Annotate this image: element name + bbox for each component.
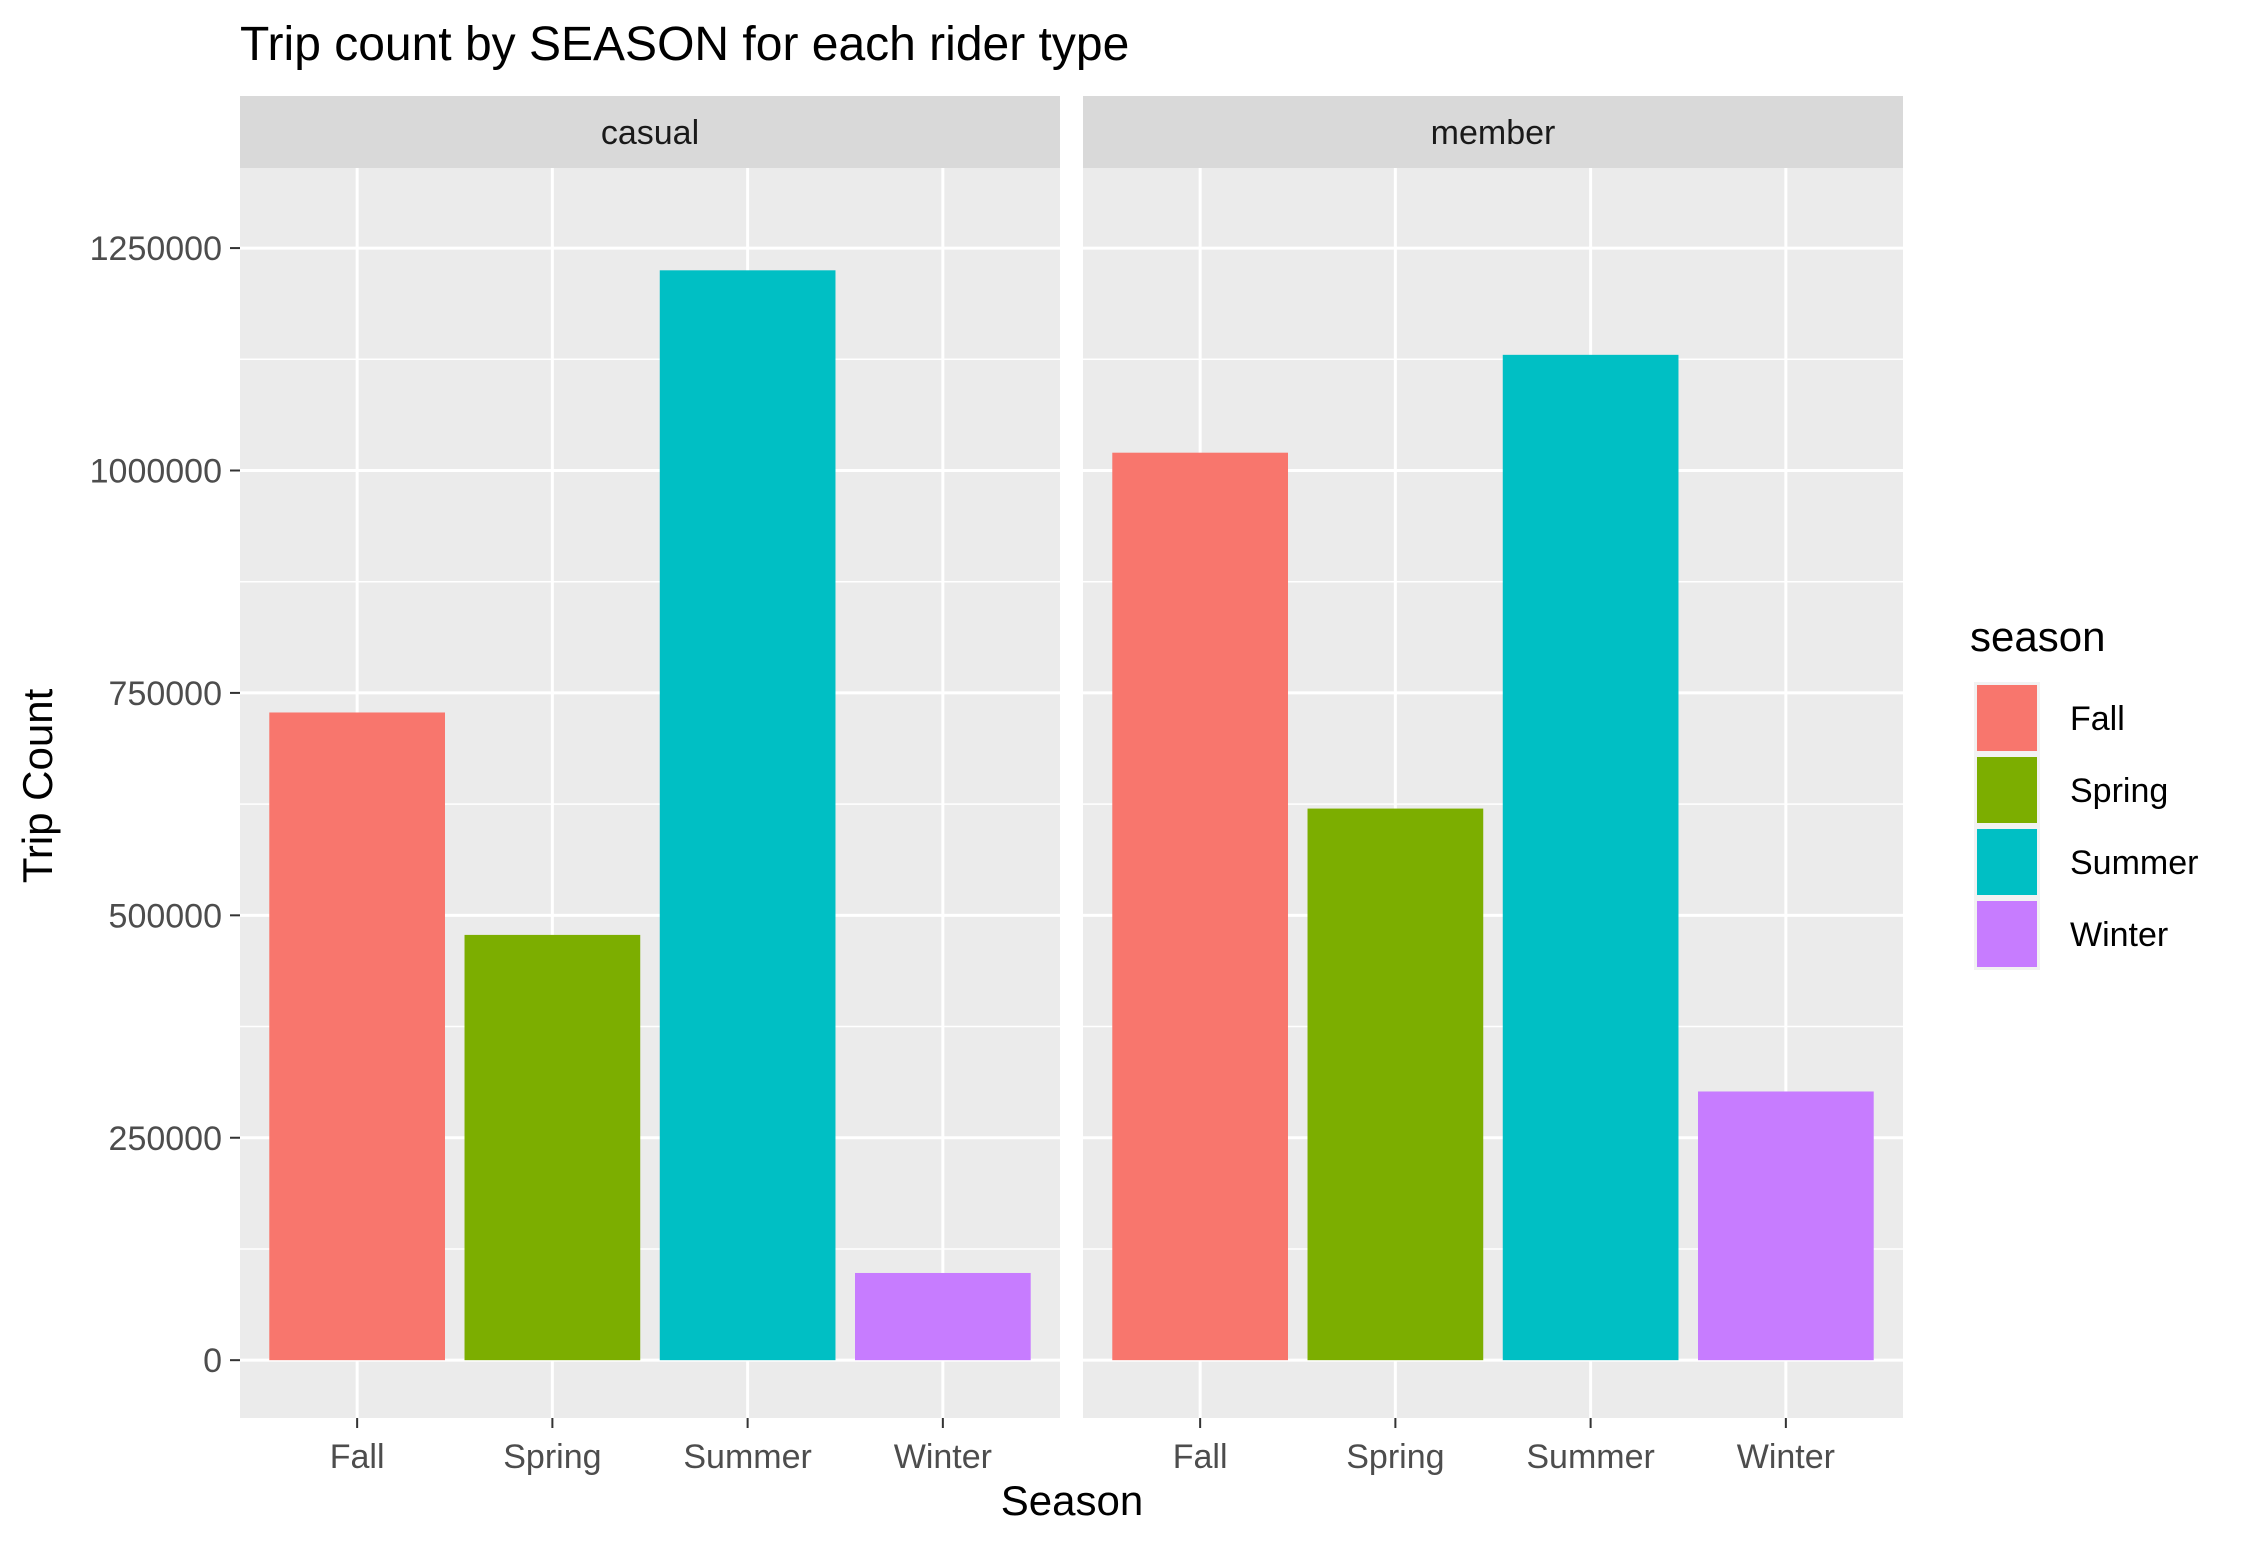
bar-casual-fall [269,712,445,1361]
facet-strip-label: casual [601,114,699,152]
x-tick-label: Summer [1526,1438,1654,1476]
legend-label: Summer [2070,844,2198,882]
legend-label: Winter [2070,916,2168,954]
x-tick-label: Fall [330,1438,385,1476]
legend-item-spring: Spring [1974,754,2168,826]
x-tick-label: Winter [1737,1438,1835,1476]
facet-strip [240,96,1060,168]
legend-swatch [1977,685,2037,751]
bar-member-fall [1112,452,1288,1361]
legend-title: season [1970,613,2105,660]
legend-swatch [1977,757,2037,823]
x-tick-label: Winter [894,1438,992,1476]
x-tick-label: Summer [683,1438,811,1476]
legend-label: Fall [2070,700,2125,738]
x-tick-label: Spring [503,1438,601,1476]
facets: casual Fall Spring Summer Winter member Fall Sp… [240,96,1903,1476]
y-tick-label: 0 [203,1342,222,1380]
legend: season Fall Spring Summer Winter [1970,613,2198,970]
facet-casual: casual Fall Spring Summer Winter [240,96,1060,1476]
x-tick-label: Spring [1346,1438,1444,1476]
legend-item-summer: Summer [1974,826,2198,898]
x-tick-label: Fall [1173,1438,1228,1476]
y-axis-title: Trip Count [14,688,61,883]
legend-swatch [1977,901,2037,967]
bar-member-spring [1307,808,1484,1361]
y-tick-label: 250000 [109,1120,222,1158]
facet-strip [1083,96,1903,168]
bar-casual-summer [659,270,836,1361]
bar-member-summer [1502,354,1679,1361]
y-axis: 0 250000 500000 750000 1000000 1250000 [90,230,240,1380]
bar-member-winter [1698,1091,1874,1361]
bar-casual-spring [464,934,641,1361]
chart-title: Trip count by SEASON for each rider type [240,18,1129,71]
y-tick-label: 1250000 [90,230,222,268]
facet-strip-label: member [1431,114,1556,152]
legend-label: Spring [2070,772,2168,810]
y-tick-label: 1000000 [90,452,222,490]
x-axis-title: Season [1001,1477,1143,1524]
y-tick-label: 500000 [109,897,222,935]
facet-member: member Fall Spring Summer Winter [1083,96,1903,1476]
bar-casual-winter [855,1272,1031,1361]
y-tick-label: 750000 [109,675,222,713]
legend-item-winter: Winter [1974,898,2168,970]
legend-swatch [1977,829,2037,895]
legend-item-fall: Fall [1974,682,2125,754]
